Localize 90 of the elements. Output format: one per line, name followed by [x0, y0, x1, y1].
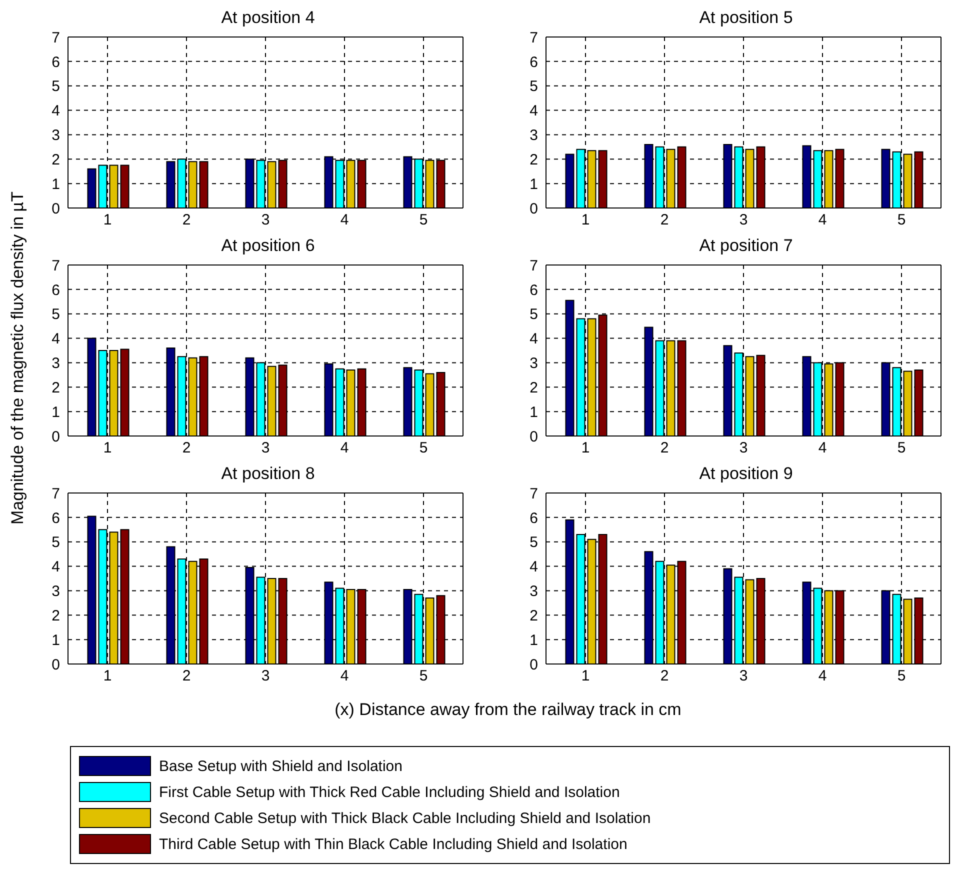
- x-tick-label: 1: [581, 212, 590, 229]
- y-tick-label: 1: [530, 404, 538, 421]
- y-tick-label: 2: [530, 379, 538, 396]
- x-tick-label: 4: [818, 440, 827, 457]
- chart-title: At position 5: [699, 8, 793, 27]
- y-tick-label: 0: [530, 200, 538, 218]
- x-tick-label: 4: [818, 668, 827, 685]
- y-tick-label: 2: [530, 607, 538, 624]
- chart-title: At position 8: [221, 464, 315, 483]
- y-tick-label: 7: [52, 29, 60, 46]
- y-tick-label: 2: [530, 151, 538, 168]
- y-tick-label: 2: [52, 607, 60, 624]
- chart-title: At position 7: [699, 236, 793, 255]
- y-tick-label: 3: [530, 355, 538, 372]
- x-tick-label: 2: [660, 440, 669, 457]
- y-tick-label: 4: [530, 558, 538, 576]
- x-tick-label: 2: [182, 440, 191, 457]
- x-tick-label: 3: [739, 440, 748, 457]
- y-tick-label: 1: [52, 176, 60, 193]
- x-tick-label: 3: [261, 440, 270, 457]
- x-tick-label: 4: [340, 440, 349, 457]
- y-tick-label: 7: [52, 257, 60, 274]
- y-tick-label: 6: [52, 54, 60, 71]
- y-tick-label: 5: [52, 306, 60, 324]
- legend-label: Base Setup with Shield and Isolation: [159, 758, 402, 774]
- x-tick-label: 4: [818, 212, 827, 229]
- chart-title: At position 9: [699, 464, 793, 483]
- y-tick-label: 1: [52, 404, 60, 421]
- x-axis-title: (x) Distance away from the railway track in cm: [334, 700, 682, 720]
- y-tick-label: 6: [52, 510, 60, 527]
- chart-title: At position 4: [221, 8, 315, 27]
- y-tick-label: 0: [52, 656, 60, 674]
- y-tick-label: 2: [52, 151, 60, 168]
- x-tick-label: 5: [897, 212, 906, 229]
- x-tick-label: 1: [103, 212, 112, 229]
- x-tick-label: 3: [261, 212, 270, 229]
- y-tick-label: 0: [52, 428, 60, 446]
- y-tick-label: 7: [52, 485, 60, 502]
- y-tick-label: 5: [530, 78, 538, 96]
- y-tick-label: 4: [52, 330, 60, 348]
- y-tick-label: 5: [52, 534, 60, 552]
- legend-label: Third Cable Setup with Thin Black Cable Including Shield and Isolation: [159, 836, 628, 852]
- y-axis-title: Magnitude of the magnetic flux density in µT: [8, 192, 28, 524]
- x-tick-label: 5: [897, 668, 906, 685]
- y-tick-label: 1: [530, 176, 538, 193]
- x-tick-label: 3: [261, 668, 270, 685]
- y-tick-label: 6: [530, 54, 538, 71]
- y-tick-label: 2: [52, 379, 60, 396]
- legend-label: First Cable Setup with Thick Red Cable Including Shield and Isolation: [159, 784, 620, 800]
- x-tick-label: 1: [581, 668, 590, 685]
- x-tick-label: 3: [739, 212, 748, 229]
- y-tick-label: 4: [52, 102, 60, 120]
- x-tick-label: 1: [581, 440, 590, 457]
- x-tick-label: 1: [103, 668, 112, 685]
- x-tick-label: 5: [419, 440, 428, 457]
- legend-label: Second Cable Setup with Thick Black Cable Including Shield and Isolation: [159, 810, 651, 826]
- y-tick-label: 1: [530, 632, 538, 649]
- y-tick-label: 7: [530, 257, 538, 274]
- y-tick-label: 0: [530, 428, 538, 446]
- y-tick-label: 6: [52, 282, 60, 299]
- x-tick-label: 2: [182, 668, 191, 685]
- x-tick-label: 2: [182, 212, 191, 229]
- y-tick-label: 3: [530, 583, 538, 600]
- y-tick-label: 4: [52, 558, 60, 576]
- y-tick-label: 7: [530, 485, 538, 502]
- y-tick-label: 6: [530, 282, 538, 299]
- x-tick-label: 3: [739, 668, 748, 685]
- y-tick-label: 1: [52, 632, 60, 649]
- x-tick-label: 2: [660, 212, 669, 229]
- y-tick-label: 4: [530, 330, 538, 348]
- y-tick-label: 3: [52, 583, 60, 600]
- y-tick-label: 5: [52, 78, 60, 96]
- y-tick-label: 4: [530, 102, 538, 120]
- y-tick-label: 7: [530, 29, 538, 46]
- y-tick-label: 5: [530, 306, 538, 324]
- y-tick-label: 6: [530, 510, 538, 527]
- y-tick-label: 3: [52, 355, 60, 372]
- y-tick-label: 0: [530, 656, 538, 674]
- x-tick-label: 4: [340, 212, 349, 229]
- y-tick-label: 5: [530, 534, 538, 552]
- y-tick-label: 3: [52, 127, 60, 144]
- y-tick-label: 3: [530, 127, 538, 144]
- chart-title: At position 6: [221, 236, 315, 255]
- x-tick-label: 2: [660, 668, 669, 685]
- y-tick-label: 0: [52, 200, 60, 218]
- x-tick-label: 5: [419, 212, 428, 229]
- x-tick-label: 1: [103, 440, 112, 457]
- x-tick-label: 4: [340, 668, 349, 685]
- x-tick-label: 5: [419, 668, 428, 685]
- x-tick-label: 5: [897, 440, 906, 457]
